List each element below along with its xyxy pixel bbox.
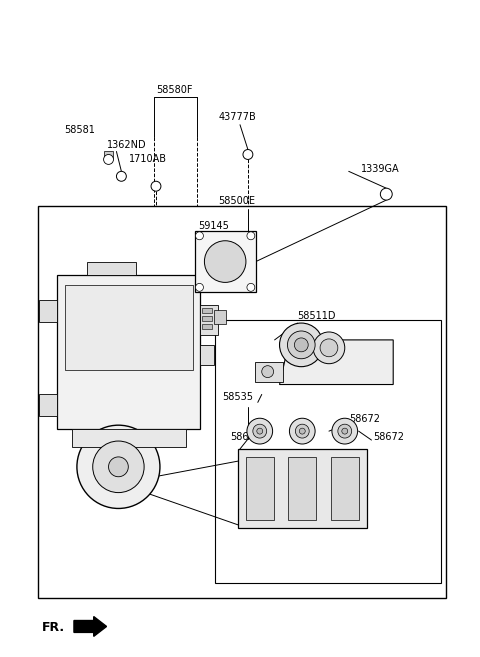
Circle shape xyxy=(295,424,309,438)
Bar xyxy=(255,362,283,382)
Text: 58500E: 58500E xyxy=(218,196,255,206)
Bar xyxy=(39,394,57,417)
Bar xyxy=(288,457,316,520)
Circle shape xyxy=(93,441,144,493)
Circle shape xyxy=(273,516,283,526)
Text: 1710AB: 1710AB xyxy=(129,154,168,164)
Text: 58672: 58672 xyxy=(349,414,380,424)
Bar xyxy=(203,308,212,313)
Circle shape xyxy=(77,425,160,509)
Circle shape xyxy=(320,339,338,357)
Circle shape xyxy=(342,428,348,434)
Text: FR.: FR. xyxy=(42,621,65,634)
Bar xyxy=(246,457,274,520)
Circle shape xyxy=(247,232,255,240)
Circle shape xyxy=(338,424,352,438)
Text: 58580F: 58580F xyxy=(156,85,192,95)
Circle shape xyxy=(243,150,253,160)
Circle shape xyxy=(43,306,53,316)
Text: 1339GA: 1339GA xyxy=(360,164,399,174)
Circle shape xyxy=(104,154,113,164)
Text: 58531A: 58531A xyxy=(319,353,357,363)
Circle shape xyxy=(313,332,345,364)
Bar xyxy=(331,457,359,520)
Circle shape xyxy=(247,419,273,444)
Circle shape xyxy=(380,188,392,200)
Text: 58511D: 58511D xyxy=(297,311,336,321)
Polygon shape xyxy=(279,340,393,384)
Circle shape xyxy=(257,428,263,434)
Circle shape xyxy=(300,428,305,434)
Bar xyxy=(87,261,136,275)
Circle shape xyxy=(195,283,204,291)
Bar xyxy=(194,231,256,292)
Circle shape xyxy=(117,171,126,181)
Text: 43777B: 43777B xyxy=(218,112,256,122)
Polygon shape xyxy=(74,616,107,637)
Circle shape xyxy=(253,424,267,438)
Circle shape xyxy=(108,457,128,477)
Bar xyxy=(57,275,201,429)
Bar xyxy=(104,150,113,158)
Text: 58525A: 58525A xyxy=(314,484,352,493)
Text: 59145: 59145 xyxy=(199,221,229,231)
Circle shape xyxy=(262,366,274,378)
Circle shape xyxy=(195,232,204,240)
Circle shape xyxy=(43,400,53,411)
Bar xyxy=(203,316,212,321)
Circle shape xyxy=(279,323,323,367)
Circle shape xyxy=(288,331,315,359)
Ellipse shape xyxy=(204,240,246,283)
Bar xyxy=(72,429,186,447)
Text: 58535: 58535 xyxy=(222,392,253,402)
Bar xyxy=(65,285,192,370)
Text: 58672: 58672 xyxy=(230,432,261,442)
Circle shape xyxy=(332,419,358,444)
Bar xyxy=(203,324,212,329)
Bar xyxy=(201,345,214,365)
Circle shape xyxy=(289,419,315,444)
Circle shape xyxy=(247,283,255,291)
Circle shape xyxy=(151,181,161,191)
Bar xyxy=(201,306,218,335)
Bar xyxy=(238,449,367,528)
Text: 58581: 58581 xyxy=(64,125,95,135)
Bar xyxy=(39,300,57,322)
Bar xyxy=(38,206,445,598)
Bar xyxy=(214,310,226,324)
Bar xyxy=(216,320,441,583)
Circle shape xyxy=(294,338,308,351)
Text: 58672: 58672 xyxy=(373,432,405,442)
Text: 1362ND: 1362ND xyxy=(107,139,146,150)
